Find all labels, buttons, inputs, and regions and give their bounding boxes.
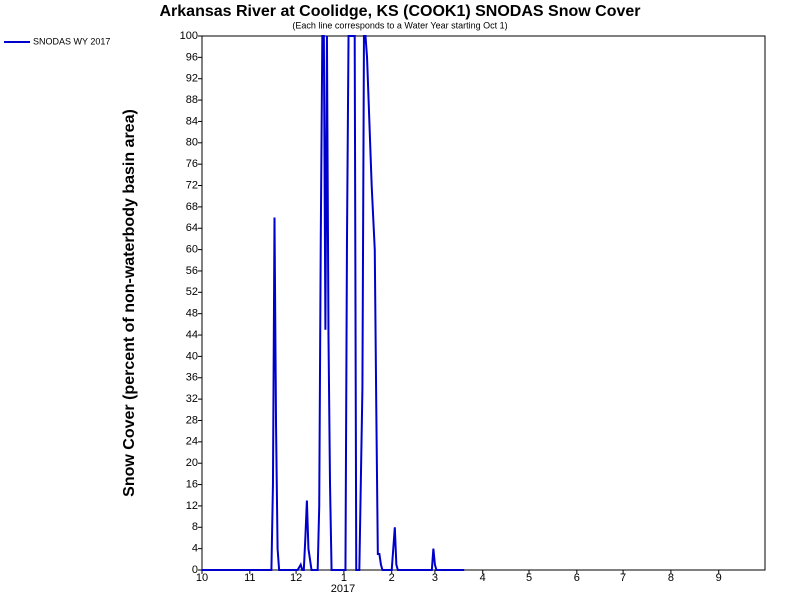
y-tick-label: 44 [186, 329, 198, 341]
y-tick-label: 24 [186, 436, 198, 448]
data-line [202, 35, 465, 571]
y-tick-label: 60 [186, 244, 198, 256]
y-axis-label: Snow Cover (percent of non-waterbody bas… [121, 109, 138, 497]
x-tick-label: 4 [480, 572, 486, 584]
y-tick-label: 72 [186, 179, 198, 191]
y-tick-label: 80 [186, 137, 198, 149]
x-tick-label: 8 [668, 572, 674, 584]
y-tick-label: 36 [186, 372, 198, 384]
y-tick-label: 56 [186, 265, 198, 277]
y-tick-label: 96 [186, 51, 198, 63]
y-tick-label: 100 [180, 30, 198, 42]
chart-subtitle: (Each line corresponds to a Water Year s… [292, 20, 507, 30]
y-tick-label: 64 [186, 222, 198, 234]
x-tick-label: 10 [196, 572, 208, 584]
y-tick-label: 84 [186, 115, 198, 127]
x-tick-label: 3 [432, 572, 438, 584]
y-tick-label: 0 [192, 564, 198, 576]
y-tick-label: 92 [186, 73, 198, 85]
x-tick-label: 2 [389, 572, 395, 584]
x-tick-label: 11 [244, 572, 255, 584]
x-tick-label: 12 [290, 572, 302, 584]
chart-title: Arkansas River at Coolidge, KS (COOK1) S… [160, 3, 641, 20]
y-tick-label: 16 [186, 478, 198, 490]
x-year-label: 2017 [331, 583, 355, 595]
y-tick-label: 48 [186, 308, 198, 320]
y-tick-label: 28 [186, 414, 198, 426]
y-tick-label: 68 [186, 201, 198, 213]
legend-label: SNODAS WY 2017 [33, 36, 110, 46]
y-tick-label: 52 [186, 286, 198, 298]
y-tick-label: 20 [186, 457, 198, 469]
x-tick-label: 1 [341, 572, 347, 584]
x-tick-label: 7 [620, 572, 626, 584]
y-tick-label: 76 [186, 158, 198, 170]
y-tick-label: 12 [186, 500, 198, 512]
y-tick-label: 4 [192, 543, 198, 555]
x-tick-label: 9 [716, 572, 722, 584]
y-tick-label: 88 [186, 94, 198, 106]
y-tick-label: 8 [192, 521, 198, 533]
y-tick-label: 32 [186, 393, 198, 405]
x-tick-label: 5 [526, 572, 532, 584]
y-tick-label: 40 [186, 350, 198, 362]
plot-frame [201, 35, 766, 571]
x-tick-label: 6 [574, 572, 580, 584]
